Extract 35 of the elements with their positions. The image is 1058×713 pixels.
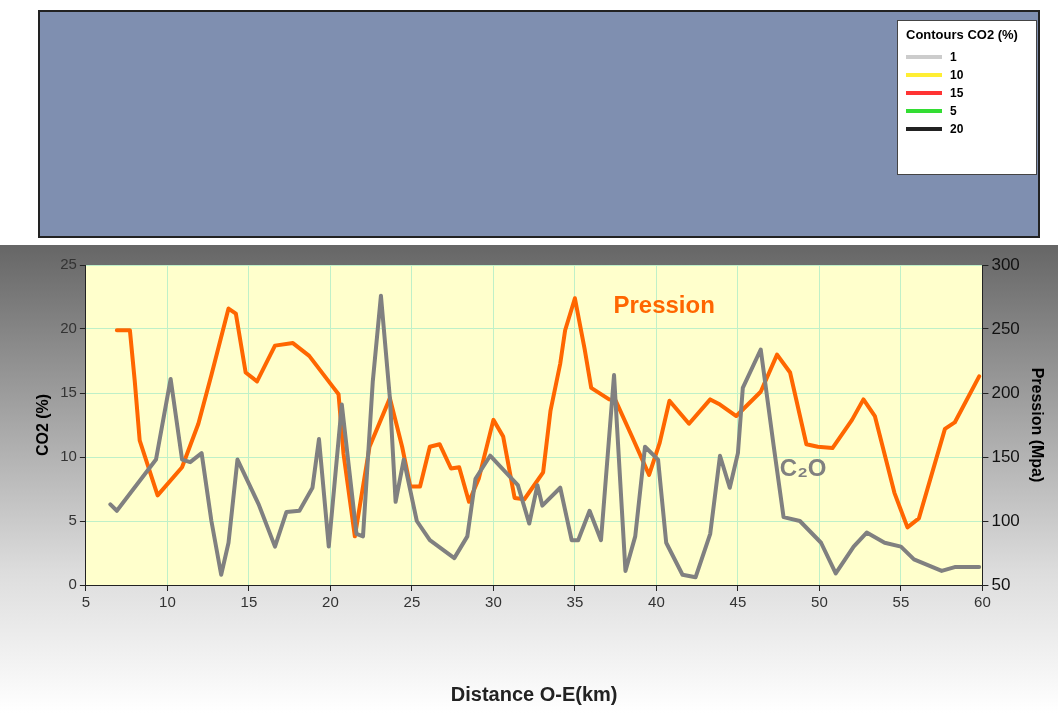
x-tick-label: 25 [403, 593, 421, 611]
y2-axis-title: Pression (Mpa) [1028, 367, 1046, 483]
y2-tick-label: 50 [991, 574, 1011, 594]
text: 15 [950, 86, 964, 100]
text: 5 [950, 104, 957, 118]
x-tick-label: 40 [648, 593, 665, 611]
x-axis-title: Distance O-E(km) [450, 682, 618, 705]
x-tick-label: 10 [159, 593, 176, 611]
text: Contours CO2 (%) [906, 27, 1019, 42]
x-tick-label: 30 [485, 593, 502, 611]
x-tick-label: 15 [240, 593, 258, 611]
series-label: Pression [613, 291, 715, 319]
x-tick-label: 45 [729, 593, 747, 611]
x-tick-label: 5 [81, 593, 91, 611]
y-axis-title: CO2 (%) [34, 393, 52, 457]
y-tick-label: 5 [68, 511, 77, 529]
y2-tick-label: 150 [991, 446, 1020, 466]
text: 1 [950, 50, 957, 64]
y-tick-label: 10 [60, 447, 77, 465]
y2-tick-label: 300 [991, 254, 1020, 274]
y-tick-label: 20 [60, 319, 77, 337]
y2-tick-label: 200 [991, 382, 1020, 402]
series-label: C₂O [779, 454, 827, 482]
text: 10 [950, 68, 964, 82]
y2-tick-label: 100 [991, 510, 1020, 530]
y-tick-label: 0 [68, 575, 77, 593]
x-tick-label: 35 [566, 593, 584, 611]
y2-tick-label: 250 [991, 318, 1020, 338]
text: 20 [950, 122, 964, 136]
x-tick-label: 55 [892, 593, 910, 611]
x-tick-label: 50 [811, 593, 828, 611]
x-tick-label: 60 [974, 593, 991, 611]
x-tick-label: 20 [322, 593, 339, 611]
y-tick-label: 25 [60, 255, 77, 273]
y-tick-label: 15 [60, 383, 77, 401]
